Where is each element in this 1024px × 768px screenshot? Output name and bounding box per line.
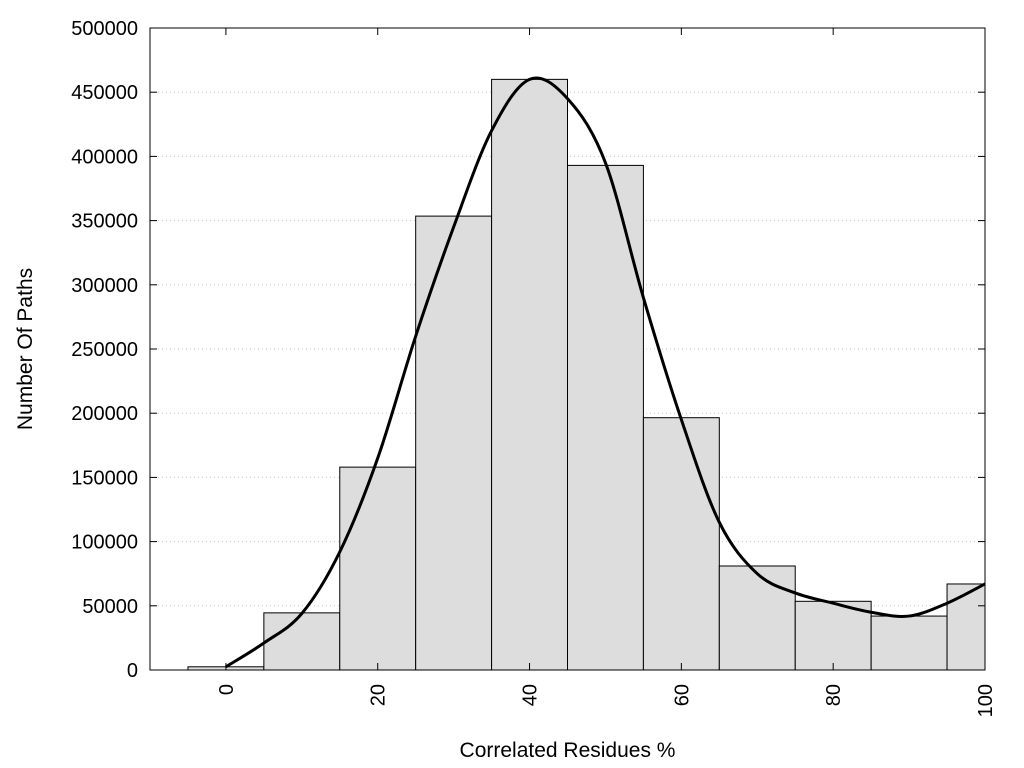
histogram-bar [339,466,417,671]
y-tick-label: 150000 [71,467,138,489]
x-tick-label: 20 [368,684,390,706]
y-axis-title: Number Of Paths [14,268,37,430]
histogram-bar [870,615,948,671]
y-tick-label: 250000 [71,339,138,361]
y-tick-label: 0 [127,660,138,682]
histogram-bar [642,417,720,671]
x-axis-title: Correlated Residues % [460,739,676,762]
histogram-bar [946,583,986,671]
y-tick-label: 500000 [71,18,138,40]
y-tick-label: 350000 [71,211,138,233]
y-tick-label: 50000 [82,596,138,618]
density-curve-layer [225,76,986,669]
histogram-bar [415,215,493,671]
y-axis-ticks: 0 50000 100000 150000 200000 250000 300000 3500… [71,18,985,682]
y-tick-label: 100000 [71,532,138,554]
x-tick-label: 80 [823,684,845,706]
y-tick-label: 200000 [71,403,138,425]
histogram-bar [718,565,796,671]
histogram-bars [187,78,986,671]
x-tick-label: 40 [520,684,542,706]
histogram-bar [263,612,341,671]
x-tick-label: 100 [975,684,997,717]
x-axis-ticks: 0 20 40 60 80 100 [216,28,997,717]
x-tick-label: 60 [671,684,693,706]
density-curve [225,76,986,669]
x-tick-label: 0 [216,684,238,695]
histogram-bar [567,164,644,671]
histogram-bar [794,600,872,671]
histogram-bar [491,78,568,671]
y-tick-label: 300000 [71,275,138,297]
y-tick-label: 400000 [71,146,138,168]
y-tick-label: 450000 [71,82,138,104]
